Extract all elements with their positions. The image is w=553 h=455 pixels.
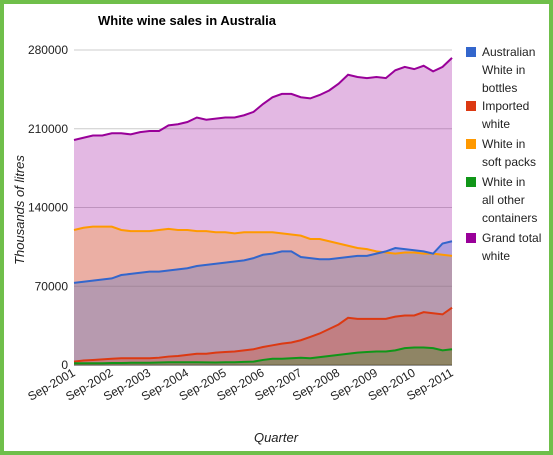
y-tick-label: 140000 [28, 201, 68, 215]
series-lines [73, 57, 453, 365]
area-imported-white [74, 307, 452, 365]
y-axis-label: Thousands of litres [12, 155, 27, 265]
legend-swatch-white-in-all-other-containers [466, 177, 476, 187]
y-tick-label: 70000 [35, 279, 69, 293]
legend-swatch-grand-total-white [466, 233, 476, 243]
legend-label-grand-total-white: Grand total white [481, 231, 541, 263]
series-areas [74, 57, 452, 365]
legend-label-australian-white-in-bottles: Australian White in bottles [482, 45, 535, 95]
line-grand-total-white [73, 57, 453, 141]
y-tick-label: 280000 [28, 43, 68, 57]
area-australian-white-in-bottles [74, 241, 452, 365]
legend-label-white-in-soft-packs: White in soft packs [482, 137, 536, 169]
y-tick-label: 0 [61, 358, 68, 372]
legend-swatch-imported-white [466, 101, 476, 111]
line-imported-white [73, 306, 453, 363]
x-axis-ticks: Sep-2001Sep-2002Sep-2003Sep-2004Sep-2005… [25, 365, 455, 403]
legend-swatch-australian-white-in-bottles [466, 47, 476, 57]
legend: Australian White in bottles Imported white Wh… [466, 45, 541, 263]
legend-label-white-in-all-other-containers: White in all other containers [482, 175, 537, 225]
line-white-in-soft-packs [73, 225, 453, 257]
area-grand-total-white [74, 57, 452, 365]
area-white-in-all-other-containers [74, 347, 452, 365]
y-axis-ticks: 0 70000 140000 210000 280000 [28, 43, 68, 372]
x-axis-label: Quarter [254, 430, 299, 445]
y-tick-label: 210000 [28, 122, 68, 136]
legend-swatch-white-in-soft-packs [466, 139, 476, 149]
area-white-in-soft-packs [74, 226, 452, 365]
line-white-in-all-other-containers [74, 346, 453, 365]
legend-label-imported-white: Imported white [481, 99, 529, 131]
line-australian-white-in-bottles [73, 240, 453, 284]
chart-title: White wine sales in Australia [98, 13, 277, 28]
gridlines [74, 49, 452, 366]
